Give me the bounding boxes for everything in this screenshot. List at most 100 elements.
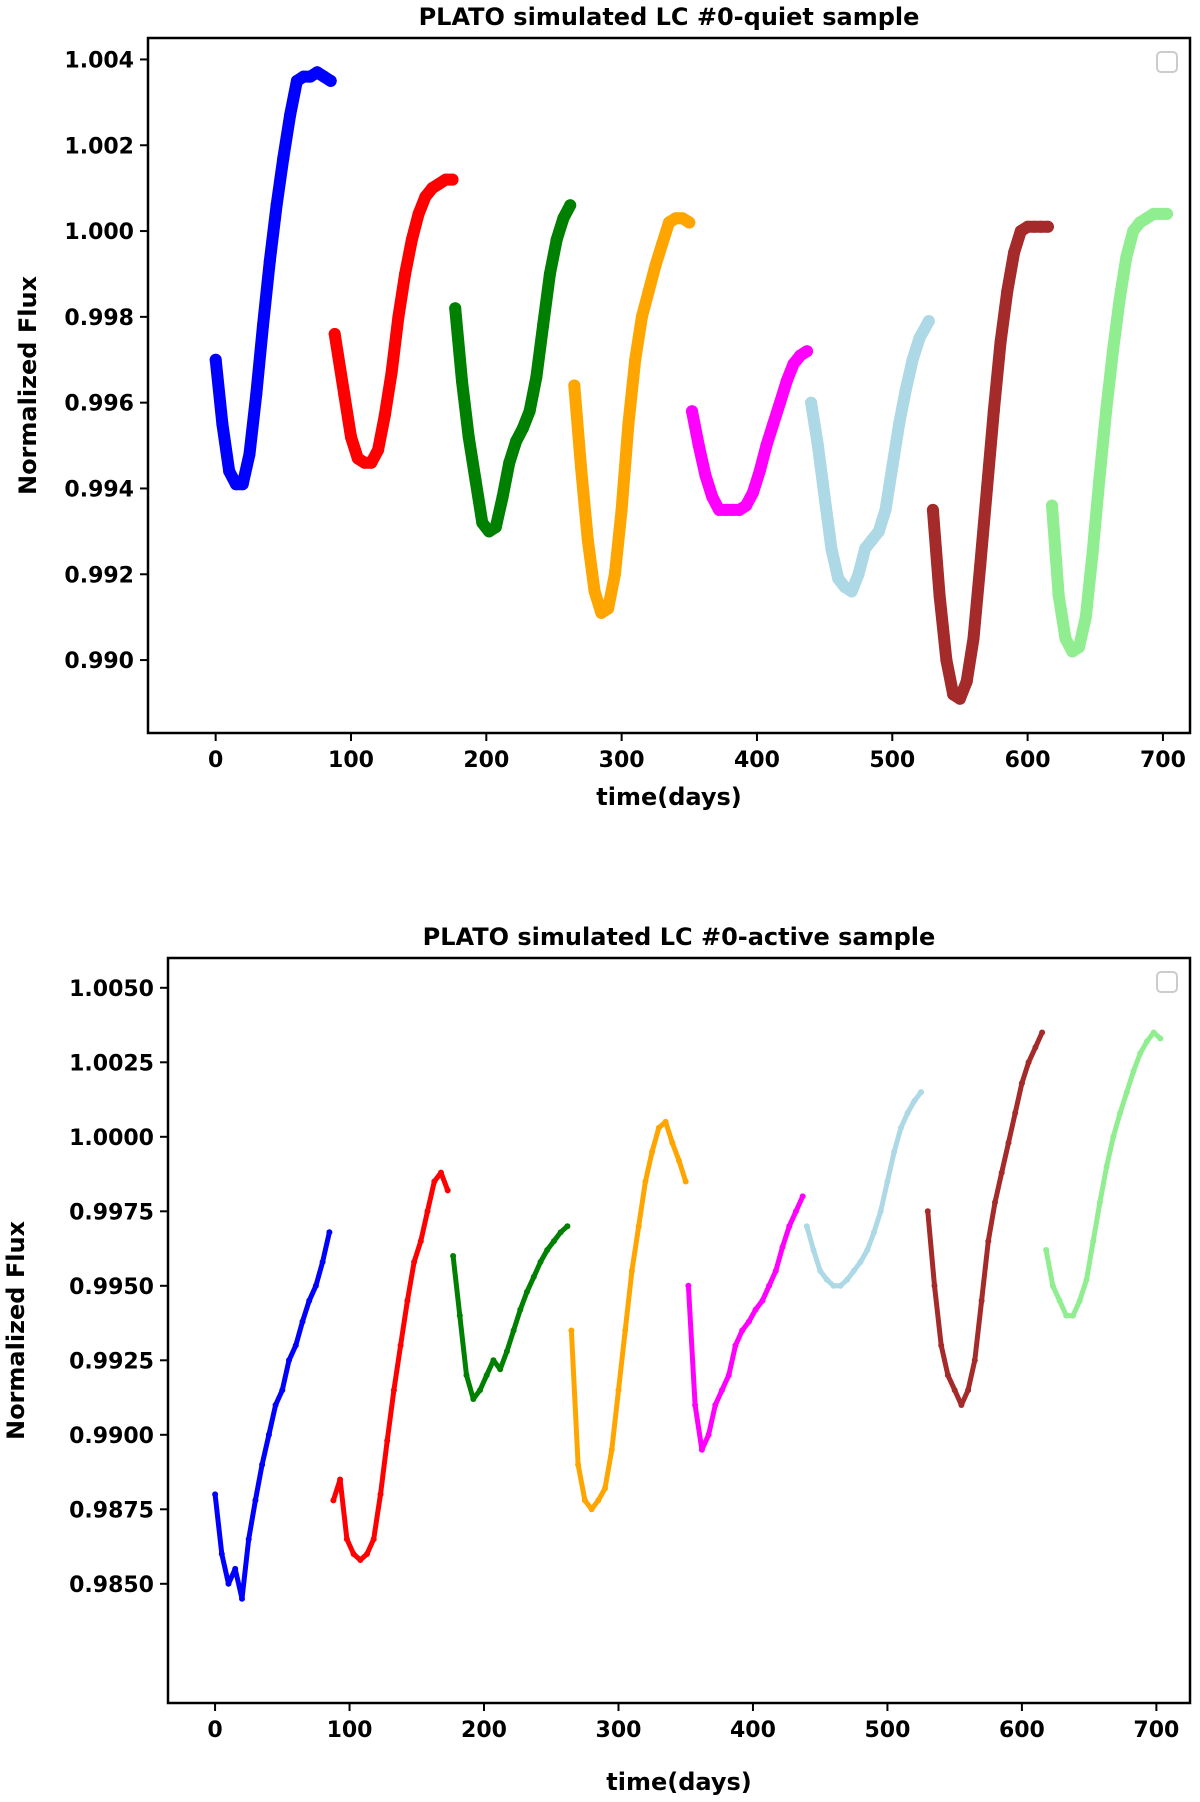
data-point <box>899 383 912 396</box>
data-point <box>766 1282 773 1289</box>
data-point <box>324 74 337 87</box>
data-point <box>615 1387 622 1394</box>
data-point <box>938 1342 945 1349</box>
data-point <box>965 1387 972 1394</box>
data-point <box>252 1497 259 1504</box>
data-point <box>911 1098 918 1104</box>
x-tick-label: 300 <box>599 748 645 773</box>
data-point <box>719 1387 725 1394</box>
y-axis-label: Normalized Flux <box>14 275 42 495</box>
data-point <box>384 1437 391 1444</box>
data-point <box>760 439 773 452</box>
data-point <box>270 199 283 212</box>
data-point <box>299 1318 306 1325</box>
data-point <box>933 589 946 602</box>
data-point <box>705 1431 712 1438</box>
data-point <box>987 405 1000 418</box>
data-point <box>537 1259 544 1265</box>
data-point <box>1041 220 1054 233</box>
data-point <box>405 233 418 246</box>
data-point <box>239 1595 245 1602</box>
data-point <box>823 1276 830 1283</box>
data-point <box>992 1199 998 1206</box>
data-point <box>1103 1163 1110 1170</box>
series-group <box>209 66 1173 705</box>
data-point <box>438 1169 444 1176</box>
data-point <box>1059 632 1072 645</box>
series-line-q5 <box>685 1193 806 1453</box>
data-point <box>1070 1312 1076 1319</box>
data-point <box>877 1208 884 1215</box>
data-point <box>793 1208 799 1215</box>
data-point <box>588 585 601 598</box>
data-point <box>588 1506 595 1513</box>
data-point <box>337 1476 344 1483</box>
data-point <box>1039 1029 1046 1036</box>
data-point <box>1079 611 1092 624</box>
data-point <box>799 1193 806 1200</box>
data-point <box>682 1178 689 1185</box>
data-point <box>706 491 719 503</box>
data-point <box>463 1372 470 1379</box>
data-point <box>483 1372 490 1379</box>
x-tick-label: 400 <box>730 1718 776 1743</box>
data-point <box>1008 246 1021 259</box>
data-point <box>392 310 405 323</box>
data-point <box>635 310 648 323</box>
series-line-q1 <box>212 1229 332 1602</box>
data-point <box>272 1402 279 1408</box>
data-point <box>971 1357 978 1364</box>
data-point <box>286 1357 292 1364</box>
data-point <box>879 503 892 516</box>
data-point <box>250 388 263 401</box>
series-line-q8 <box>1046 207 1173 658</box>
data-point <box>312 1282 319 1289</box>
data-point <box>530 370 543 383</box>
data-point <box>918 1089 925 1096</box>
series-line-q5 <box>686 345 813 516</box>
data-point <box>218 1551 225 1557</box>
series-line-q4 <box>568 212 696 619</box>
data-point <box>469 473 482 486</box>
y-tick-label: 0.994 <box>64 477 134 502</box>
series-group <box>212 1029 1164 1602</box>
data-point <box>1093 473 1106 486</box>
data-point <box>844 1276 851 1283</box>
data-point <box>767 418 780 431</box>
data-point <box>649 1148 656 1155</box>
series-line-q3 <box>450 1223 570 1402</box>
data-point <box>857 1259 864 1265</box>
data-point <box>602 1485 608 1492</box>
x-tick-label: 500 <box>864 1718 910 1743</box>
chart-title: PLATO simulated LC #0-quiet sample <box>419 3 920 31</box>
data-point <box>837 1282 844 1289</box>
data-point <box>753 465 766 478</box>
data-point <box>328 328 341 340</box>
data-point <box>450 1253 457 1259</box>
data-point <box>1073 641 1085 654</box>
data-point <box>998 1169 1005 1176</box>
data-point <box>449 302 462 315</box>
data-point <box>676 1157 682 1164</box>
data-point <box>994 336 1007 349</box>
data-point <box>1046 499 1058 512</box>
y-tick-label: 1.004 <box>64 48 134 73</box>
data-point <box>350 1551 357 1557</box>
y-tick-label: 1.0000 <box>69 1126 154 1151</box>
data-point <box>662 1118 669 1125</box>
data-point <box>497 1366 504 1373</box>
data-point <box>832 572 845 585</box>
data-point <box>575 461 587 473</box>
data-point <box>669 1139 676 1146</box>
x-tick-label: 400 <box>734 748 780 773</box>
data-point <box>568 1327 575 1334</box>
data-point <box>958 1402 965 1408</box>
data-point <box>608 1446 615 1453</box>
data-point <box>740 499 753 512</box>
data-point <box>924 1208 931 1215</box>
data-point <box>759 1297 766 1304</box>
data-point <box>642 1178 649 1185</box>
series-line-q2 <box>328 173 459 469</box>
quiet-sample-chart: PLATO simulated LC #0-quiet sample 0 100 20… <box>14 3 1192 811</box>
y-tick-label: 0.9850 <box>69 1573 154 1598</box>
